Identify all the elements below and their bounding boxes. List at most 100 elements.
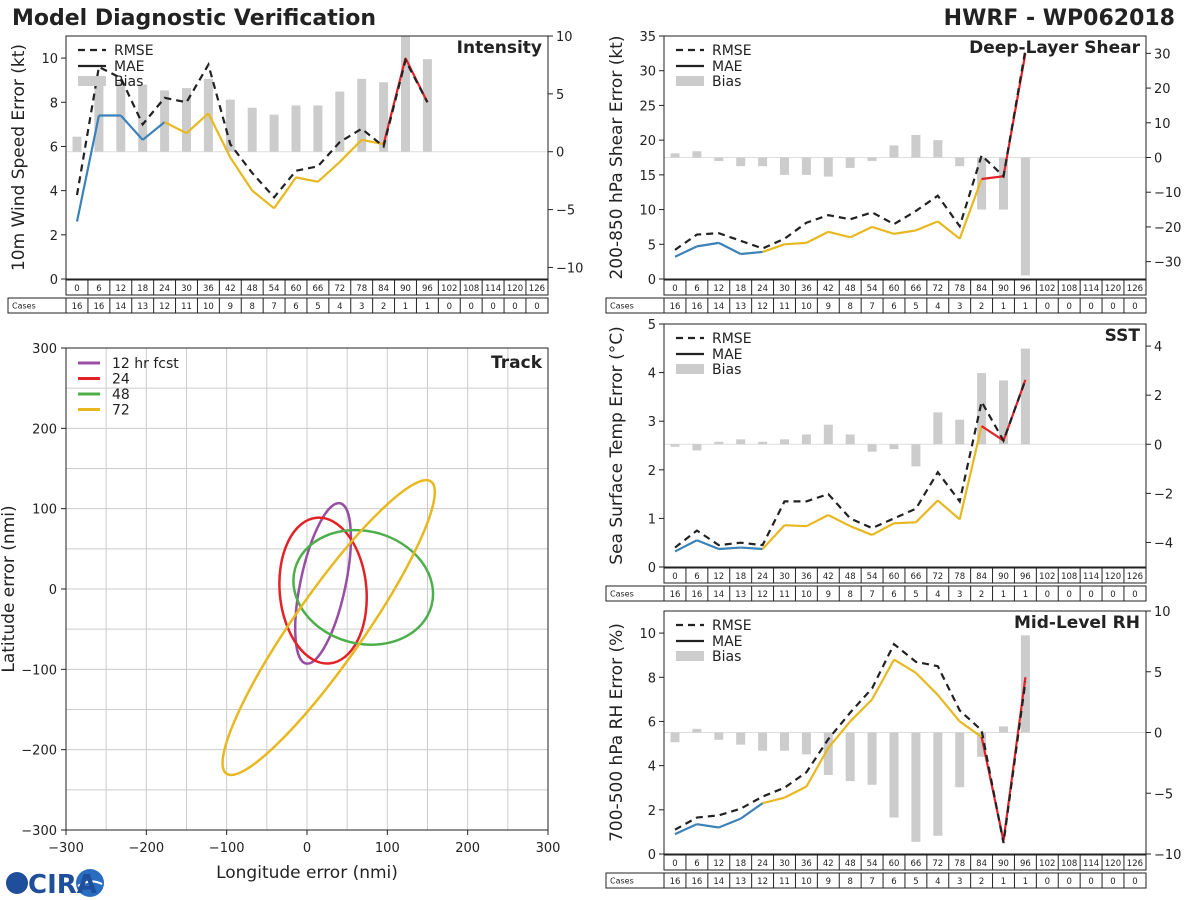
bias-tick-label: 0 (1154, 727, 1162, 742)
bias-bar (182, 88, 191, 152)
leadtime-label: 24 (757, 284, 768, 294)
legend-mae-label: MAE (712, 634, 743, 650)
leadtime-label: 0 (672, 859, 677, 869)
case-count: 6 (891, 302, 896, 312)
leadtime-label: 84 (976, 859, 987, 869)
case-count: 14 (713, 590, 724, 600)
mae-segment (142, 121, 166, 141)
case-count: 10 (801, 590, 812, 600)
bias-bar (845, 157, 855, 168)
mae-segment (849, 525, 873, 536)
mae-segment (229, 156, 254, 192)
case-count: 8 (847, 877, 852, 887)
y-tick-label: 35 (639, 30, 656, 45)
bias-bar (823, 424, 833, 445)
mae-segment (674, 245, 698, 258)
y-axis-label: 10m Wind Speed Error (kt) (9, 44, 29, 271)
case-count: 0 (1132, 877, 1137, 887)
y-tick-label: 10 (639, 204, 656, 219)
case-count: 0 (1045, 302, 1050, 312)
case-count: 0 (1132, 590, 1137, 600)
case-count: 0 (1045, 590, 1050, 600)
case-count: 8 (847, 590, 852, 600)
leadtime-label: 126 (529, 284, 545, 294)
mae-segment (784, 524, 807, 528)
case-count: 7 (271, 302, 276, 312)
legend-label: 12 hr fcst (112, 356, 179, 372)
y-tick-label: −200 (21, 744, 57, 759)
y-tick-label: 0 (648, 273, 656, 288)
mae-segment (718, 546, 741, 551)
bias-tick-label: 10 (1154, 605, 1171, 620)
y-tick-label: 3 (648, 415, 656, 430)
y-tick-label: 25 (639, 99, 656, 114)
legend-rmse-label: RMSE (712, 618, 752, 634)
case-count: 6 (891, 877, 896, 887)
error-ellipse (278, 516, 368, 665)
bias-tick-label: −4 (1154, 536, 1173, 551)
case-count: 8 (249, 302, 254, 312)
mae-segment (936, 694, 961, 723)
legend-rmse-label: RMSE (712, 43, 752, 59)
bias-bar (867, 157, 877, 161)
leadtime-label: 90 (998, 859, 1009, 869)
bias-bar (72, 136, 82, 152)
y-axis-label: 200-850 hPa Shear Error (kt) (607, 36, 627, 280)
y-tick-label: 0 (648, 561, 656, 576)
legend-bias-label: Bias (114, 74, 143, 90)
case-count: 12 (757, 590, 768, 600)
bias-tick-label: 0 (556, 146, 564, 161)
y-tick-label: 6 (648, 715, 656, 730)
y-tick-label: 8 (648, 671, 656, 686)
y-tick-label: 2 (648, 804, 656, 819)
leadtime-label: 84 (378, 284, 389, 294)
bias-bar (911, 732, 921, 842)
bias-bar (736, 732, 746, 745)
cases-label: Cases (610, 302, 634, 311)
bias-bar (823, 157, 833, 177)
y-tick-label: 200 (32, 422, 57, 437)
case-count: 1 (403, 302, 408, 312)
legend-bias-swatch (676, 651, 704, 661)
case-count: 9 (228, 302, 233, 312)
x-tick-label: −300 (48, 841, 84, 856)
bias-tick-label: 2 (1154, 389, 1162, 404)
bias-tick-label: 0 (1154, 152, 1162, 167)
case-count: 0 (512, 302, 517, 312)
x-tick-label: 0 (303, 841, 311, 856)
mae-segment (959, 720, 983, 738)
legend-rmse-label: RMSE (712, 331, 752, 347)
legend-bias-swatch (676, 76, 704, 86)
case-count: 13 (735, 877, 746, 887)
cira-logo: CIRA (6, 869, 104, 900)
bias-bar (138, 84, 148, 152)
case-count: 11 (779, 302, 790, 312)
bias-bar (670, 153, 680, 158)
case-count: 14 (713, 877, 724, 887)
leadtime-label: 18 (735, 284, 746, 294)
case-count: 0 (1088, 302, 1093, 312)
mae-segment (827, 514, 851, 528)
case-count: 10 (801, 302, 812, 312)
bias-bar (714, 157, 724, 161)
case-count: 16 (691, 590, 702, 600)
bias-bar (823, 732, 833, 776)
logo-text: CIRA (28, 870, 97, 900)
leadtime-label: 6 (694, 859, 699, 869)
case-count: 1 (425, 302, 430, 312)
leadtime-label: 48 (845, 284, 856, 294)
cases-row (605, 585, 1147, 602)
mae-segment (893, 658, 917, 674)
case-count: 2 (979, 877, 984, 887)
legend-bias-label: Bias (712, 649, 741, 665)
cases-row (7, 297, 549, 314)
bias-bar (714, 732, 724, 740)
error-ellipse (292, 528, 435, 646)
case-count: 1 (1001, 590, 1006, 600)
case-count: 9 (826, 877, 831, 887)
case-count: 1 (1023, 302, 1028, 312)
mae-segment (207, 112, 232, 158)
